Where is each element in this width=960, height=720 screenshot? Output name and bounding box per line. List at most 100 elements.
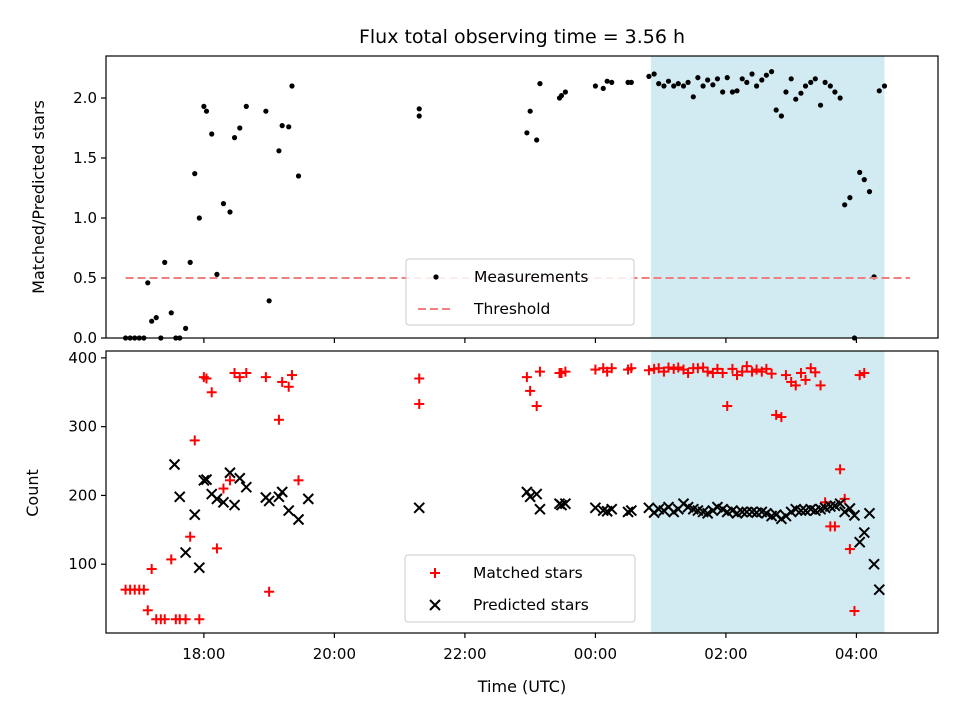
- data-point: [286, 124, 292, 130]
- data-point: [277, 376, 288, 387]
- data-point: [668, 363, 679, 374]
- data-point: [815, 380, 826, 391]
- data-point: [873, 583, 885, 596]
- data-point: [790, 380, 801, 391]
- data-point: [416, 106, 422, 112]
- data-point: [857, 169, 863, 175]
- data-point: [185, 531, 196, 542]
- data-point: [534, 503, 546, 515]
- data-point: [734, 88, 740, 94]
- data-point: [671, 83, 677, 89]
- y-tick-label: 1.0: [73, 209, 97, 227]
- data-point: [231, 135, 238, 141]
- data-point: [732, 370, 743, 381]
- axes-frame: [105, 350, 939, 634]
- highlight-span: [650, 351, 885, 633]
- data-point: [193, 561, 206, 574]
- data-point: [861, 177, 867, 183]
- x-tick-label: 22:00: [443, 645, 486, 663]
- data-point: [146, 564, 157, 575]
- data-point: [534, 137, 540, 143]
- data-point: [744, 79, 750, 85]
- data-point: [685, 79, 691, 85]
- data-point: [848, 509, 861, 522]
- data-point: [741, 361, 752, 372]
- data-point: [162, 259, 168, 265]
- data-point: [206, 387, 217, 398]
- data-point: [714, 76, 721, 82]
- data-point: [416, 113, 422, 119]
- data-point: [211, 493, 223, 505]
- data-point: [798, 90, 804, 96]
- data-point: [241, 368, 252, 379]
- data-point: [780, 370, 791, 381]
- data-point: [149, 318, 155, 324]
- data-point: [159, 614, 170, 625]
- data-point: [153, 315, 159, 321]
- data-point: [643, 365, 654, 376]
- data-point: [656, 81, 662, 87]
- data-point: [876, 88, 882, 94]
- data-point: [793, 96, 799, 102]
- y-tick-label: 0.0: [73, 329, 97, 347]
- data-point: [795, 504, 807, 517]
- data-point: [769, 69, 775, 75]
- data-point: [174, 491, 186, 503]
- data-point: [279, 123, 285, 129]
- data-point: [866, 189, 873, 195]
- highlight-span: [650, 56, 885, 338]
- data-point: [289, 83, 295, 89]
- data-point: [759, 77, 765, 83]
- data-point: [795, 368, 806, 379]
- data-point: [180, 614, 191, 625]
- data-point: [776, 412, 787, 423]
- data-point: [414, 373, 425, 384]
- data-point: [168, 310, 174, 316]
- data-point: [690, 94, 696, 100]
- x-tick-label: 00:00: [574, 645, 617, 663]
- data-point: [761, 363, 772, 374]
- y-tick-label: 200: [68, 486, 97, 504]
- data-point: [266, 298, 272, 304]
- data-point: [537, 81, 543, 87]
- data-point: [717, 368, 728, 379]
- data-point: [683, 368, 694, 379]
- data-point: [705, 77, 711, 83]
- data-point: [673, 362, 684, 373]
- data-point: [606, 363, 617, 374]
- data-point: [192, 171, 198, 177]
- data-point: [295, 173, 302, 179]
- data-point: [558, 93, 565, 99]
- data-point: [859, 368, 870, 379]
- legend: Measurements Threshold: [405, 258, 635, 326]
- data-point: [835, 464, 846, 475]
- data-point: [812, 76, 818, 82]
- data-point: [727, 363, 738, 374]
- data-point: [625, 504, 638, 517]
- data-point: [702, 366, 713, 377]
- y-tick-label: 100: [68, 555, 97, 573]
- data-point: [749, 71, 755, 77]
- data-point: [217, 496, 230, 509]
- data-point: [198, 474, 210, 487]
- data-point: [194, 614, 205, 625]
- data-point: [283, 381, 294, 392]
- data-point: [228, 499, 241, 511]
- series-0: [120, 361, 870, 625]
- data-point: [881, 83, 888, 89]
- data-point: [264, 586, 275, 597]
- data-point: [808, 79, 814, 85]
- data-point: [729, 89, 736, 95]
- data-point: [209, 131, 215, 137]
- data-point: [189, 508, 201, 521]
- data-point: [663, 362, 674, 373]
- data-point: [138, 584, 149, 595]
- data-point: [736, 506, 748, 518]
- data-point: [622, 506, 634, 518]
- data-point: [680, 83, 687, 89]
- data-point: [853, 536, 866, 548]
- x-tick-label: 02:00: [704, 645, 747, 663]
- data-point: [858, 526, 870, 539]
- x-tick-label: 20:00: [313, 645, 356, 663]
- data-point: [286, 370, 297, 381]
